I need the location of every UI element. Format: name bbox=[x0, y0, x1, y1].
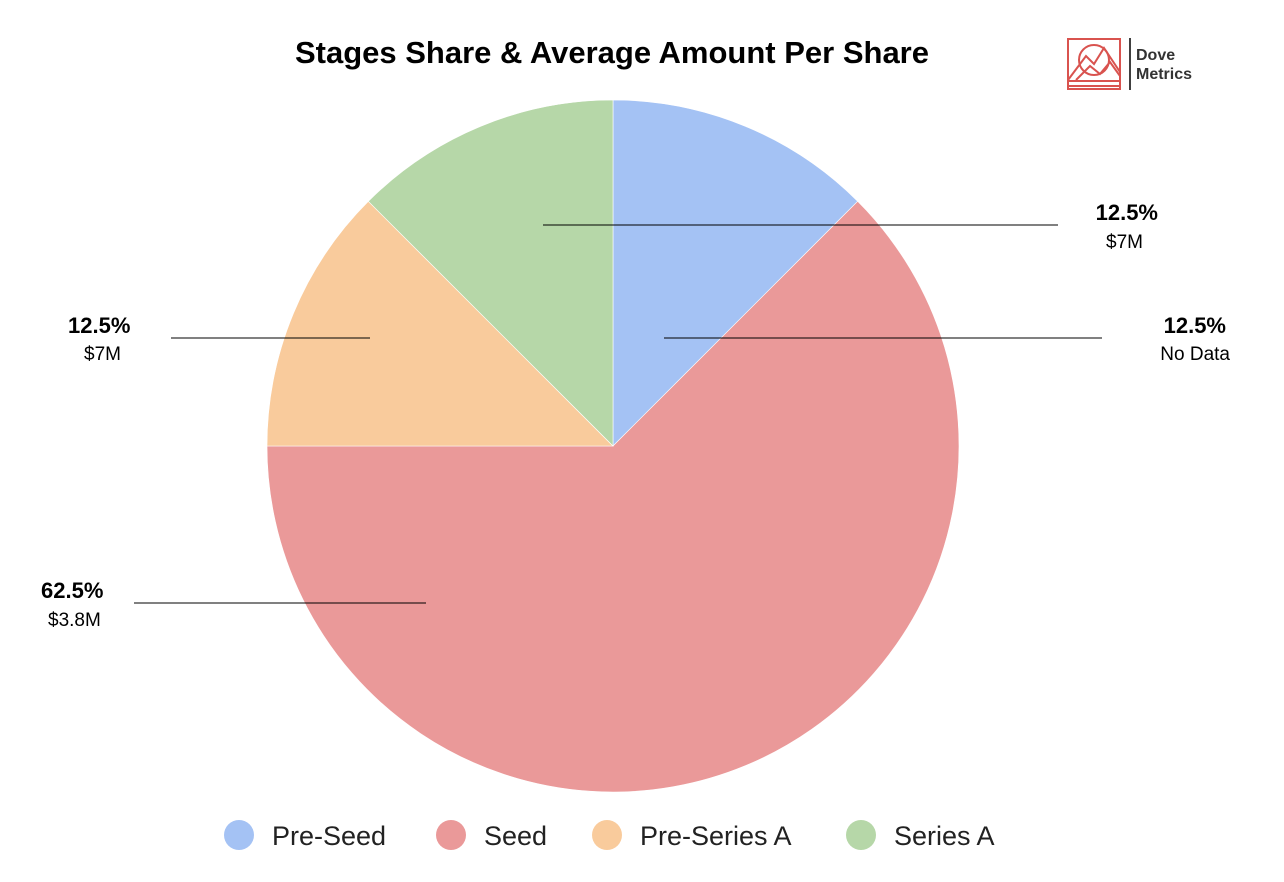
legend-swatch-pre-series-a bbox=[592, 820, 622, 850]
mountain-icon bbox=[1067, 38, 1121, 90]
legend-swatch-pre-seed bbox=[224, 820, 254, 850]
percent-label-pre-series-a: 12.5% bbox=[68, 313, 130, 338]
pie-slice-series-a bbox=[367, 99, 614, 447]
pie-slice-seed bbox=[266, 200, 960, 793]
legend-item-pre-series-a: Pre-Series A bbox=[592, 820, 792, 851]
legend-label-pre-series-a: Pre-Series A bbox=[640, 821, 792, 851]
legend-swatch-seed bbox=[436, 820, 466, 850]
percent-label-seed: 62.5% bbox=[41, 578, 103, 603]
logo-text-line2: Metrics bbox=[1136, 66, 1192, 83]
amount-label-seed: $3.8M bbox=[48, 610, 101, 631]
pie-slices bbox=[266, 99, 960, 793]
chart-title: Stages Share & Average Amount Per Share bbox=[295, 35, 929, 70]
legend-label-pre-seed: Pre-Seed bbox=[272, 821, 386, 851]
legend-label-seed: Seed bbox=[484, 821, 547, 851]
pie-slice-pre-seed bbox=[612, 99, 859, 447]
legend-item-pre-seed: Pre-Seed bbox=[224, 820, 386, 851]
amount-label-pre-seed: No Data bbox=[1160, 344, 1230, 365]
percent-label-pre-seed: 12.5% bbox=[1164, 313, 1226, 338]
legend: Pre-Seed Seed Pre-Series A Series A bbox=[224, 820, 995, 851]
amount-label-series-a: $7M bbox=[1106, 232, 1143, 253]
pie-slice-pre-series-a bbox=[266, 200, 614, 447]
legend-label-series-a: Series A bbox=[894, 821, 995, 851]
amount-label-pre-series-a: $7M bbox=[84, 344, 121, 365]
logo-text-line1: Dove bbox=[1136, 47, 1175, 64]
data-labels: 12.5% No Data 62.5% $3.8M 12.5% $7M 12.5% $7M bbox=[41, 200, 1230, 631]
legend-swatch-series-a bbox=[846, 820, 876, 850]
dove-metrics-logo: Dove Metrics bbox=[1067, 38, 1192, 90]
percent-label-series-a: 12.5% bbox=[1096, 200, 1158, 225]
legend-item-series-a: Series A bbox=[846, 820, 995, 851]
legend-item-seed: Seed bbox=[436, 820, 547, 851]
leader-lines bbox=[134, 224, 1102, 604]
